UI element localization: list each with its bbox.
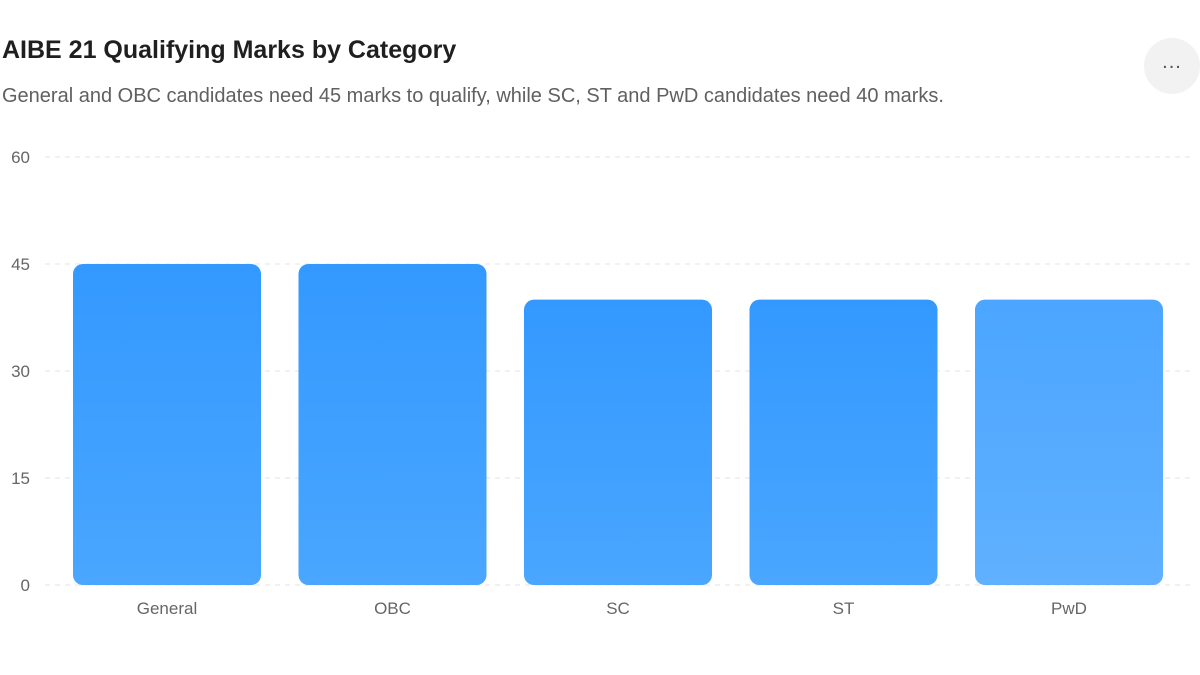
more-horizontal-icon: ... [1162, 51, 1182, 73]
x-tick-label: ST [833, 599, 855, 618]
chart-subtitle: General and OBC candidates need 45 marks… [2, 85, 944, 107]
x-tick-label: PwD [1051, 599, 1087, 618]
y-tick-label: 60 [11, 148, 30, 167]
bar-pwd[interactable] [975, 299, 1163, 585]
bar-obc[interactable] [298, 264, 487, 585]
x-tick-label: OBC [374, 599, 411, 618]
bar-chart: 0 15 30 45 60 General OBC SC ST PwD [11, 148, 1195, 618]
y-tick-label: 0 [21, 576, 30, 595]
y-tick-label: 15 [11, 469, 30, 488]
chart-title: AIBE 21 Qualifying Marks by Category [2, 36, 457, 64]
x-tick-label: General [137, 599, 197, 618]
x-tick-label: SC [606, 599, 630, 618]
bar-st[interactable] [749, 299, 938, 585]
y-tick-label: 45 [11, 255, 30, 274]
y-tick-label: 30 [11, 362, 30, 381]
bar-sc[interactable] [524, 299, 712, 585]
more-options-button[interactable]: ... [1144, 38, 1200, 94]
bar-general[interactable] [73, 264, 261, 585]
